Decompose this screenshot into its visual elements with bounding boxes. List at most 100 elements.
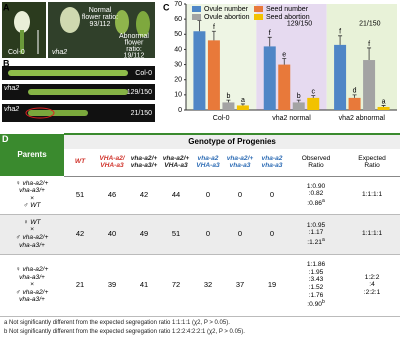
count-cell: 0: [269, 229, 275, 239]
cell-line: ♀ WT: [23, 218, 41, 226]
cell-line: 1:1.86: [306, 261, 326, 269]
observed-cell: 1:0.95:1.17:1.21a: [288, 214, 344, 254]
panel-label: D: [2, 134, 9, 144]
significance-label: d: [353, 88, 357, 95]
legend-swatch: [254, 14, 263, 20]
y-tick-label: 60: [174, 16, 182, 23]
segregation-table: D Parents Genotype of Progenies WT VHA-a2/VH…: [0, 133, 400, 317]
genotype: Col-0: [135, 70, 152, 77]
footnote-mark: b: [321, 299, 325, 306]
count-cell: 0: [205, 190, 211, 200]
bar: [263, 46, 276, 110]
bar: [236, 105, 249, 110]
cell-line: vha-a3/+: [19, 273, 45, 281]
parents-header: D Parents: [0, 134, 64, 176]
cell-line: :1.76: [308, 291, 324, 299]
significance-label: f: [368, 41, 370, 48]
column-header: vha-a2/+ vha-a3/+: [128, 149, 160, 177]
cell-line: VHA-a3: [164, 162, 188, 170]
flower: [60, 7, 80, 33]
count-cell: 0: [205, 229, 211, 239]
y-tick-label: 40: [174, 46, 182, 53]
cell-line: :0.90b: [307, 299, 325, 309]
cell-line: vha-a3: [261, 162, 283, 170]
cell-line: vha-a3/+: [19, 187, 45, 195]
highlight: [25, 107, 55, 119]
legend-swatch: [192, 6, 201, 12]
bar: [193, 31, 206, 111]
y-tick-label: 70: [174, 1, 182, 8]
error-bar: [338, 35, 343, 45]
x-tick-label: vha2 normal: [272, 115, 311, 122]
column-header: vha-a2/+ VHA-a3: [160, 149, 192, 177]
column-header: vha-a2 VHA-a3: [192, 149, 224, 177]
cell-line: VHA-a3: [196, 162, 220, 170]
column-header: Expected Ratio: [344, 149, 400, 177]
cell-line: :2:2:1: [363, 288, 381, 296]
ratio: 129/150: [127, 89, 152, 96]
cell-line: :3.43: [308, 276, 324, 284]
cell-line: VHA-a3: [100, 162, 124, 170]
cell-line: ×: [30, 226, 34, 234]
ratio-text: 19/112: [124, 52, 145, 59]
count-cell: 42: [139, 190, 149, 200]
cell-line: vha-a3: [229, 162, 251, 170]
error-bar: [311, 95, 316, 98]
significance-label: b: [226, 93, 230, 100]
y-tick-label: 0: [178, 107, 182, 114]
ratio-text: Normal: [89, 7, 112, 14]
cell-line: :1.52: [308, 283, 324, 291]
y-tick-label: 10: [174, 92, 182, 99]
flower: [136, 11, 150, 37]
column-header: VHA-a2/VHA-a3: [96, 149, 128, 177]
significance-label: c: [312, 88, 316, 95]
silique: [28, 110, 88, 116]
cell-line: :4: [369, 281, 375, 289]
count-cell: 40: [107, 229, 117, 239]
count-cell: 0: [269, 190, 275, 200]
genotype: vha2: [52, 49, 67, 56]
legend-swatch: [254, 6, 263, 12]
observed-cell: 1:1.86:1.95:3.43:1.52:1.76:0.90b: [288, 254, 344, 316]
column-header: Observed Ratio: [288, 149, 344, 177]
column-header: vha-a2 vha-a3: [256, 149, 288, 177]
cell-line: :1.21a: [307, 236, 325, 246]
cell-line: :1.95: [308, 268, 324, 276]
cell-line: :0.86a: [307, 197, 325, 207]
error-bar: [282, 58, 287, 65]
cell-line: vha-a2/+: [130, 154, 158, 162]
y-tick-label: 20: [174, 77, 182, 84]
cell-line: Expected: [358, 154, 386, 162]
count-cell: 21: [75, 280, 85, 290]
count-cell: 32: [203, 280, 213, 290]
ratio-text: 93/112: [90, 21, 111, 28]
bar: [348, 97, 361, 110]
y-tick-label: 30: [174, 61, 182, 68]
column-header: WT: [64, 149, 96, 177]
bar: [292, 102, 305, 110]
cell-line: ♂ vha-a2/+: [15, 288, 49, 296]
cell-line: ♂ vha-a2/+: [15, 234, 49, 241]
cell-line: vha-a2: [261, 154, 283, 162]
ratio-text: flower: [125, 39, 144, 46]
cell-line: 1:0.95: [306, 221, 326, 229]
cell-line: Ratio: [364, 162, 380, 170]
significance-label: a: [382, 98, 386, 105]
parents-header-text: Parents: [17, 150, 47, 160]
footnote: b Not significantly different from the e…: [4, 329, 245, 335]
cell-line: vha-a2/+: [226, 154, 254, 162]
count-cell: 72: [171, 280, 181, 290]
count-cell: 51: [171, 229, 181, 239]
legend-label: Ovule abortion: [204, 14, 250, 21]
group-header: Genotype of Progenies: [64, 133, 400, 149]
cell-line: ♂ WT: [23, 202, 41, 210]
count-cell: 0: [237, 229, 243, 239]
significance-label: b: [297, 93, 301, 100]
cell-line: vha-a2/+: [162, 154, 190, 162]
significance-label: a: [241, 97, 245, 104]
error-bar: [352, 94, 357, 98]
bar: [207, 40, 220, 110]
cell-line: Observed: [301, 154, 331, 162]
cell-line: WT: [74, 158, 86, 166]
genotype: vha2: [4, 85, 19, 92]
